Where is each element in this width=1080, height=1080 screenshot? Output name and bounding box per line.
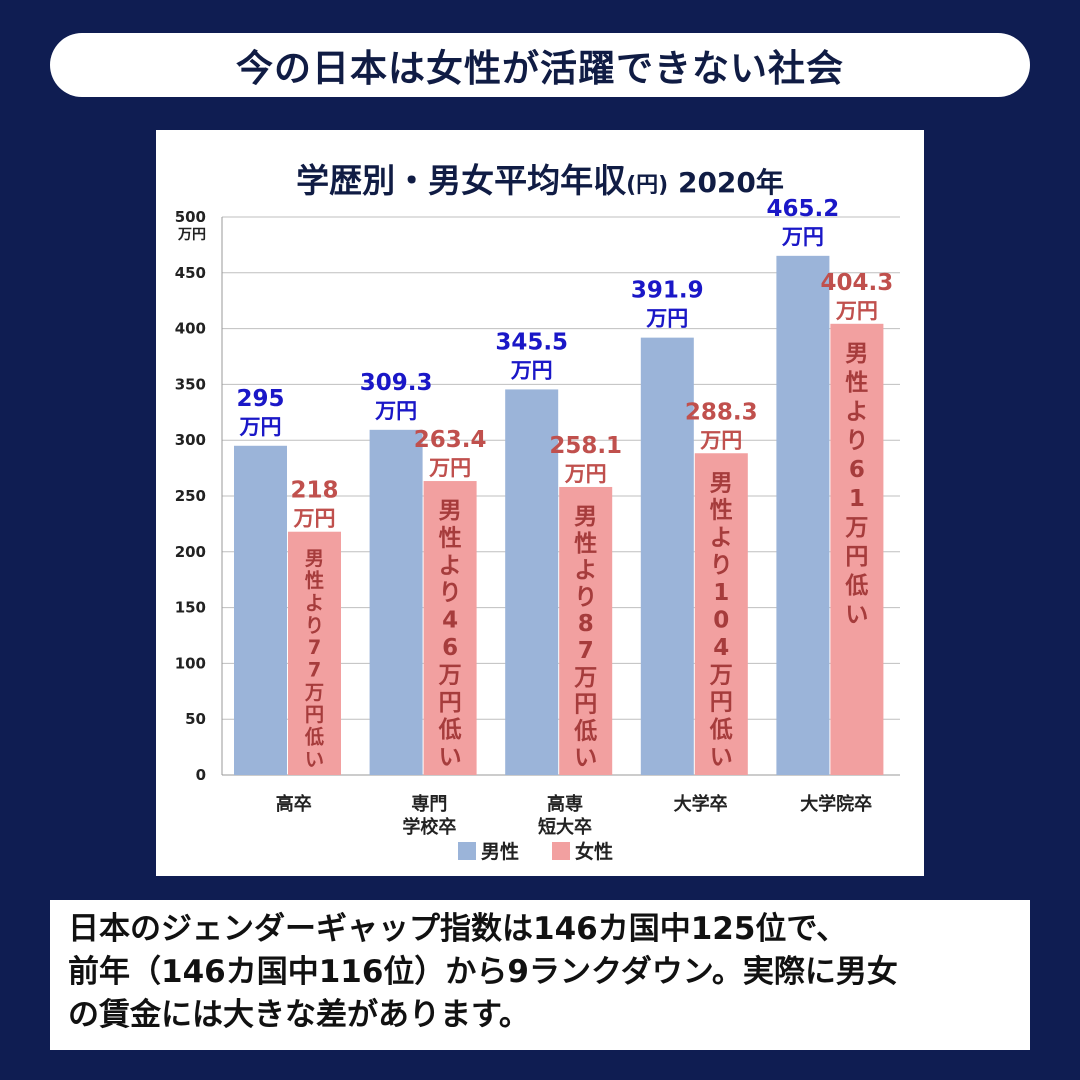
data-label-female-unit: 万円 [835, 299, 878, 323]
y-tick-label: 300 [175, 431, 206, 449]
caption-line: の賃金には大きな差があります。 [68, 997, 530, 1033]
chart-title-main: 学歴別・男女平均年収 [296, 161, 627, 200]
x-category-label: 専門学校卒 [402, 793, 456, 838]
y-tick-label: 450 [175, 264, 206, 282]
bar-male [369, 429, 423, 775]
bar-male [776, 255, 830, 775]
y-tick-label: 400 [175, 320, 206, 338]
y-unit-label: 万円 [177, 227, 206, 243]
x-category-label: 大学卒 [674, 793, 728, 815]
headline: 今の日本は女性が活躍できない社会 [50, 33, 1030, 97]
data-label-female-unit: 万円 [699, 428, 742, 452]
x-category-label: 高卒 [276, 793, 312, 815]
bar-female [423, 481, 477, 775]
y-tick-label: 100 [175, 654, 206, 672]
legend-swatch-female [552, 842, 570, 860]
y-tick-label: 0 [196, 766, 206, 784]
gap-annotation: 男性より 4 6 万円低い [438, 498, 462, 771]
gap-annotation: 男性より 1 0 4 万円低い [709, 470, 733, 770]
data-label-male: 465.2 [767, 196, 840, 222]
bar-male [234, 445, 287, 775]
data-label-male: 391.9 [631, 278, 704, 304]
y-tick-label: 500 [175, 208, 206, 226]
chart-title-unit: (円) [626, 173, 668, 198]
data-label-male: 295 [236, 386, 284, 412]
data-label-female-unit: 万円 [428, 456, 471, 480]
y-tick-label: 350 [175, 375, 206, 393]
caption-line: 日本のジェンダーギャップ指数は146カ国中125位で、 [68, 911, 848, 947]
data-label-female-unit: 万円 [564, 462, 607, 486]
gap-annotation: 男性より 8 7 万円低い [573, 504, 597, 771]
y-tick-label: 50 [185, 710, 206, 728]
bar-female [288, 531, 341, 775]
gap-annotation: 男性より 6 1 万円低い [844, 341, 868, 628]
y-tick-label: 150 [175, 599, 206, 617]
data-label-female: 258.1 [549, 433, 622, 459]
legend: 男性 女性 [458, 840, 613, 863]
data-label-male-unit: 万円 [374, 399, 417, 423]
caption: 日本のジェンダーギャップ指数は146カ国中125位で、 前年（146カ国中116… [50, 900, 1030, 1050]
legend-swatch-male [458, 842, 476, 860]
bars [234, 255, 884, 775]
data-label-male: 309.3 [360, 370, 433, 396]
y-tick-label: 250 [175, 487, 206, 505]
bar-male [505, 389, 559, 775]
data-label-female: 263.4 [414, 427, 487, 453]
legend-label-male: 男性 [481, 840, 519, 863]
x-category-label: 大学院卒 [800, 793, 872, 815]
gap-annotation: 男性より 7 7 万円低い [304, 547, 324, 771]
bar-female [694, 453, 748, 775]
chart-panel: 学歴別・男女平均年収(円) 2020年 0 50 100 150 200 250 300 35… [156, 130, 924, 876]
legend-label-female: 女性 [575, 840, 613, 863]
chart-title: 学歴別・男女平均年収(円) 2020年 [296, 161, 784, 200]
bar-male [640, 337, 694, 775]
data-label-male-unit: 万円 [781, 225, 824, 249]
x-category-label: 高専短大卒 [538, 793, 592, 838]
caption-line: 前年（146カ国中116位）から9ランクダウン。実際に男女 [68, 954, 898, 990]
data-label-female: 218 [290, 478, 338, 504]
data-label-female: 404.3 [821, 270, 894, 296]
data-label-female-unit: 万円 [293, 507, 336, 531]
x-axis: 高卒 専門学校卒 高専短大卒 大学卒 大学院卒 [276, 793, 872, 838]
bar-female [830, 323, 884, 775]
bar-chart: 学歴別・男女平均年収(円) 2020年 0 50 100 150 200 250 300 35… [175, 161, 900, 863]
data-label-male-unit: 万円 [645, 307, 688, 331]
y-tick-label: 200 [175, 543, 206, 561]
bar-female [559, 486, 613, 775]
data-label-female: 288.3 [685, 399, 758, 425]
data-label-male-unit: 万円 [239, 415, 282, 439]
chart-title-year: 2020年 [668, 166, 784, 199]
data-label-male-unit: 万円 [510, 358, 553, 382]
data-label-male: 345.5 [495, 329, 568, 355]
